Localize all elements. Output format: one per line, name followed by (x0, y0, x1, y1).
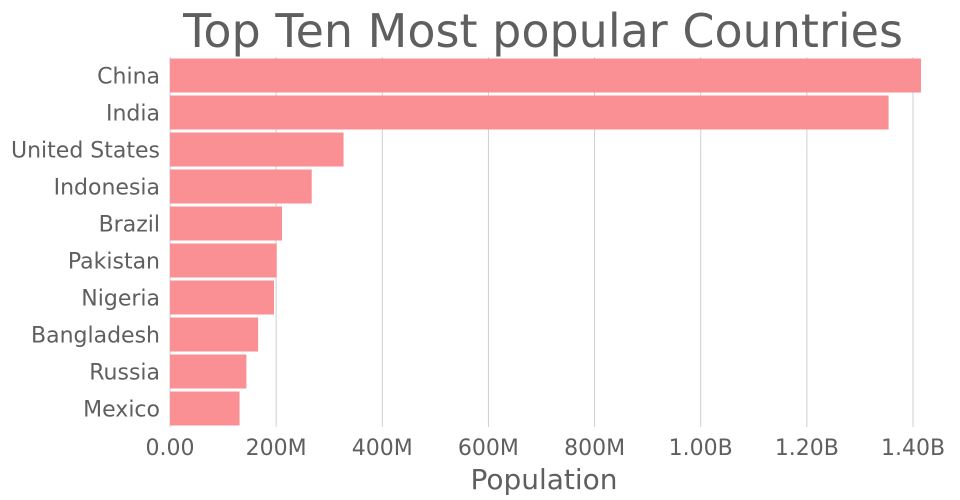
category-label: Pakistan (68, 250, 160, 275)
bar (170, 132, 344, 167)
x-tick-label: 1.40B (881, 436, 945, 461)
x-axis-label: Population (470, 463, 617, 496)
x-tick-label: 400M (352, 436, 413, 461)
category-label: Nigeria (81, 287, 160, 312)
bar (170, 243, 277, 278)
category-label: Indonesia (54, 176, 160, 201)
category-label: United States (11, 139, 160, 164)
bar (170, 206, 282, 241)
bars (170, 58, 921, 426)
bar (170, 391, 240, 426)
category-label: Brazil (99, 213, 160, 238)
category-labels: China India United States Indonesia Brazil Pa… (11, 65, 160, 423)
category-label: Mexico (83, 398, 160, 423)
x-tick-label: 800M (564, 436, 625, 461)
chart-title: Top Ten Most popular Countries (182, 4, 903, 58)
bar (170, 169, 312, 204)
category-label: Russia (89, 361, 160, 386)
category-label: India (106, 102, 160, 127)
category-label: China (97, 65, 160, 90)
bar (170, 280, 275, 315)
x-tick-label: 600M (458, 436, 519, 461)
x-tick-label: 1.00B (669, 436, 733, 461)
x-tick-label: 0.00 (146, 436, 195, 461)
bar (170, 354, 247, 389)
bar (170, 95, 889, 130)
bar (170, 317, 259, 352)
bar (170, 58, 921, 93)
category-label: Bangladesh (31, 324, 160, 349)
x-tick-label: 200M (246, 436, 307, 461)
x-tick-label: 1.20B (775, 436, 839, 461)
x-axis-ticks: 0.00 200M 400M 600M 800M 1.00B 1.20B 1.40B (146, 436, 946, 461)
